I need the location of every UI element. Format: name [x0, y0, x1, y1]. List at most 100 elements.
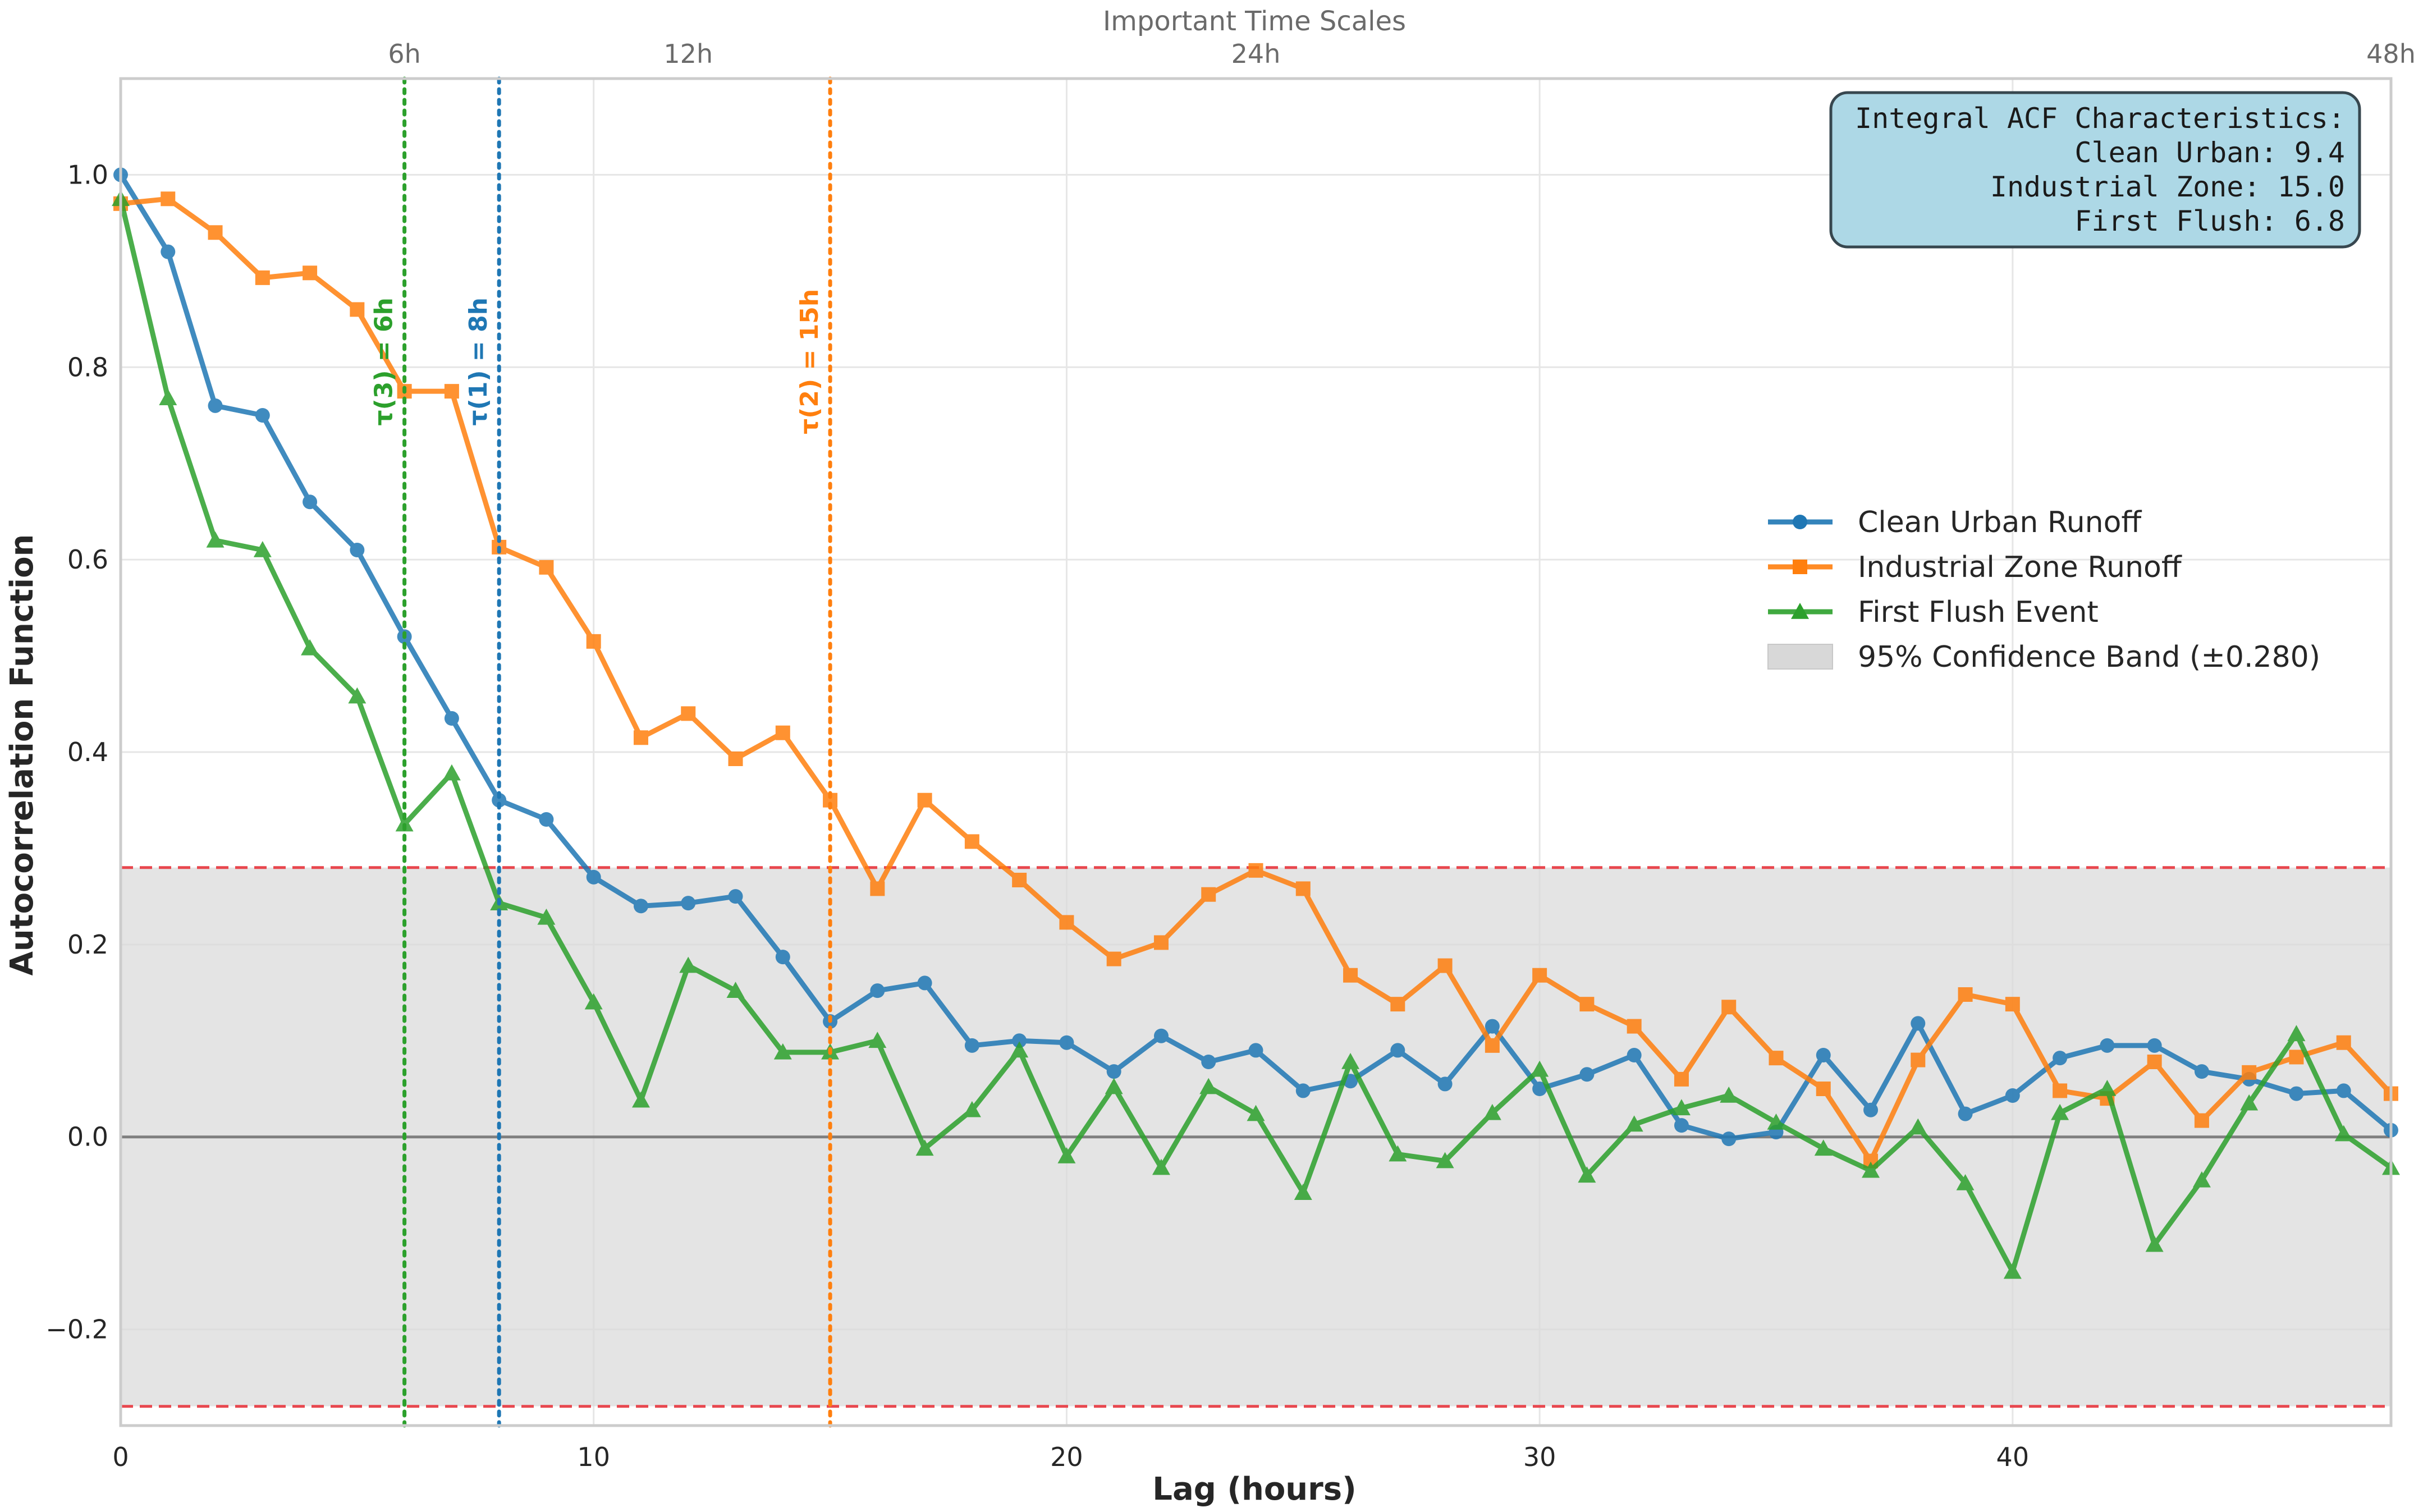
first-flush-event-point-21: [1105, 1078, 1123, 1094]
first-flush-event-point-5: [348, 687, 367, 704]
industrial-zone-runoff-point-33: [1674, 1071, 1689, 1087]
first-flush-event-point-1: [159, 389, 177, 405]
first-flush-event-point-31: [1578, 1166, 1596, 1183]
first-flush-event-point-42: [2098, 1080, 2117, 1096]
clean-urban-runoff-point-19: [1012, 1033, 1027, 1048]
first-flush-event-point-3: [253, 541, 272, 557]
first-flush-event-point-19: [1010, 1041, 1029, 1058]
first-flush-event-point-13: [726, 982, 745, 998]
clean-urban-runoff-point-30: [1532, 1082, 1547, 1096]
clean-urban-runoff-point-40: [2005, 1088, 2020, 1103]
clean-urban-runoff-point-43: [2147, 1038, 2162, 1053]
first-flush-event-point-4: [301, 639, 319, 656]
first-flush-event-point-36: [1814, 1139, 1833, 1156]
clean-urban-runoff-point-37: [1863, 1102, 1879, 1117]
industrial-zone-runoff-point-25: [1295, 881, 1311, 896]
clean-urban-runoff-point-12: [681, 896, 696, 911]
industrial-zone-runoff-point-11: [633, 730, 648, 745]
info-box-line-1: Clean Urban: 9.4: [2074, 136, 2345, 169]
legend-swatch-confidence-band: [1767, 644, 1833, 670]
clean-urban-runoff-point-18: [964, 1038, 979, 1053]
clean-urban-runoff-point-10: [586, 869, 601, 885]
industrial-zone-runoff-point-35: [1769, 1051, 1784, 1066]
clean-urban-runoff-point-20: [1059, 1035, 1074, 1050]
first-flush-event-point-46: [2287, 1025, 2306, 1042]
legend-label-industrial-zone-runoff: Industrial Zone Runoff: [1858, 551, 2182, 584]
first-flush-event-point-35: [1767, 1114, 1785, 1130]
industrial-zone-runoff-point-12: [681, 706, 696, 721]
clean-urban-runoff-point-33: [1674, 1118, 1689, 1133]
industrial-zone-runoff-point-45: [2242, 1065, 2257, 1080]
industrial-zone-runoff-point-19: [1012, 873, 1027, 887]
y-axis-label: Autocorrelation Function: [4, 534, 40, 976]
industrial-zone-runoff-point-46: [2289, 1050, 2304, 1065]
industrial-zone-runoff-point-44: [2194, 1113, 2209, 1128]
industrial-zone-runoff-point-5: [350, 302, 365, 317]
first-flush-event-point-40: [2003, 1262, 2022, 1279]
y-tick-label-3: 0.4: [67, 737, 108, 767]
industrial-zone-runoff-point-22: [1153, 935, 1169, 950]
top-tick-label-3: 48h: [2366, 39, 2414, 69]
first-flush-event-point-44: [2192, 1171, 2211, 1188]
clean-urban-runoff-point-23: [1201, 1055, 1216, 1069]
first-flush-event-point-27: [1389, 1145, 1407, 1162]
clean-urban-runoff-point-1: [161, 244, 176, 259]
clean-urban-runoff-point-44: [2194, 1064, 2209, 1079]
industrial-zone-runoff-point-34: [1721, 1000, 1737, 1015]
clean-urban-runoff-point-9: [539, 812, 554, 827]
clean-urban-runoff-point-27: [1390, 1043, 1405, 1058]
info-box-line-2: Industrial Zone: 15.0: [1990, 171, 2345, 203]
x-tick-label-0: 0: [112, 1442, 129, 1472]
x-tick-label-1: 10: [577, 1442, 610, 1472]
clean-urban-runoff-point-8: [492, 792, 507, 808]
info-box: Integral ACF Characteristics:Clean Urban…: [1829, 91, 2361, 249]
first-flush-event-point-47: [2334, 1125, 2353, 1142]
industrial-zone-runoff-point-2: [208, 225, 223, 240]
legend-marker-first-flush-event: [1791, 603, 1809, 619]
first-flush-event-point-30: [1531, 1060, 1549, 1077]
clean-urban-runoff-point-2: [208, 398, 223, 413]
info-box-frame: [1829, 91, 2361, 249]
first-flush-event-point-29: [1483, 1103, 1501, 1120]
x-tick-label-2: 20: [1050, 1442, 1083, 1472]
legend-label-confidence-band: 95% Confidence Band (±0.280): [1858, 640, 2320, 674]
clean-urban-runoff-point-21: [1106, 1064, 1121, 1079]
plot-frame: [119, 77, 2393, 1427]
industrial-zone-runoff-point-23: [1201, 887, 1216, 902]
first-flush-event-point-28: [1436, 1152, 1454, 1169]
first-flush-event-point-41: [2051, 1103, 2069, 1120]
first-flush-event-point-43: [2145, 1235, 2164, 1252]
industrial-zone-runoff-point-36: [1816, 1082, 1831, 1096]
clean-urban-runoff-point-5: [350, 543, 365, 557]
first-flush-event-point-26: [1341, 1053, 1360, 1069]
first-flush-event-point-16: [868, 1032, 887, 1048]
first-flush-event-point-39: [1956, 1174, 1975, 1190]
y-tick-label-6: 1.0: [67, 159, 108, 190]
industrial-zone-runoff-point-3: [255, 270, 270, 285]
first-flush-event-point-14: [773, 1043, 792, 1060]
industrial-zone-runoff-point-39: [1958, 987, 1973, 1002]
first-flush-event-point-20: [1057, 1147, 1076, 1163]
industrial-zone-runoff-point-47: [2336, 1035, 2351, 1050]
industrial-zone-runoff-point-40: [2005, 997, 2020, 1012]
clean-urban-runoff-point-42: [2100, 1038, 2115, 1053]
industrial-zone-runoff-point-13: [728, 752, 743, 766]
clean-urban-runoff-point-36: [1816, 1048, 1831, 1062]
top-tick-label-1: 12h: [663, 39, 713, 69]
clean-urban-runoff-point-7: [444, 711, 459, 726]
legend-label-clean-urban-runoff: Clean Urban Runoff: [1858, 506, 2142, 539]
clean-urban-runoff-point-47: [2336, 1083, 2351, 1098]
clean-urban-runoff-point-17: [917, 975, 932, 991]
industrial-zone-runoff-point-32: [1627, 1019, 1642, 1034]
top-tick-label-0: 6h: [388, 39, 420, 69]
info-box-line-0: Integral ACF Characteristics:: [1855, 102, 2345, 135]
y-tick-label-5: 0.8: [67, 352, 108, 382]
industrial-zone-runoff-point-31: [1579, 997, 1595, 1012]
first-flush-event-point-10: [584, 993, 603, 1010]
first-flush-event-point-18: [963, 1101, 981, 1117]
vline-label-2: τ(2) = 15h: [795, 289, 824, 434]
clean-urban-runoff-point-3: [255, 408, 270, 423]
industrial-zone-runoff-point-29: [1485, 1038, 1500, 1053]
